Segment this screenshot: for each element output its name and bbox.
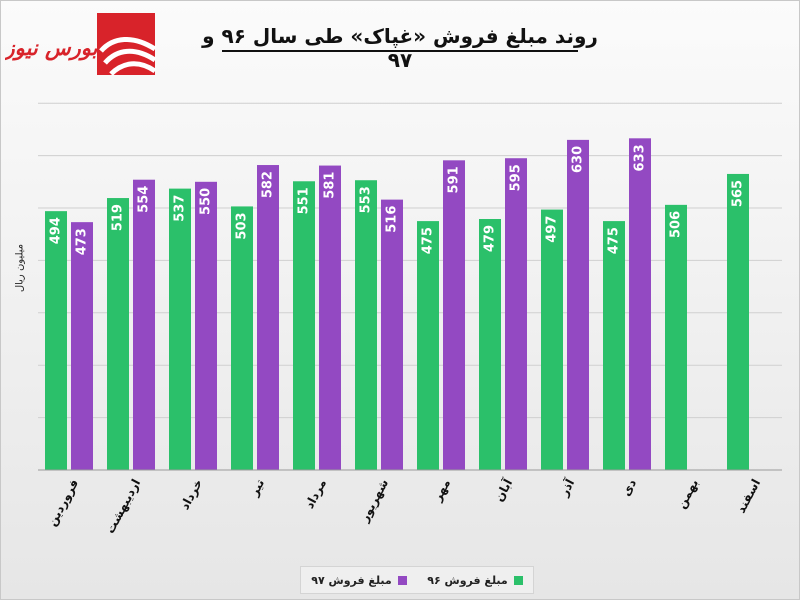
x-tick-label: آذر (555, 475, 577, 499)
bar-97 (257, 165, 279, 471)
legend-swatch-97 (397, 575, 407, 585)
data-label: 630 (571, 146, 586, 173)
bars: 494 473 519 554 537 550 503 582 551 581 553 516 475 5… (45, 138, 749, 471)
bar-97 (629, 138, 651, 471)
gridlines (38, 102, 782, 419)
data-label: 494 (49, 217, 64, 244)
x-tick-label: دی (619, 477, 639, 499)
bar-97 (195, 181, 217, 471)
bar-97 (319, 165, 341, 470)
bar-96 (45, 211, 67, 471)
bar-96 (541, 209, 563, 470)
logo-text: بورس نیوز (5, 36, 99, 61)
x-tick-label: مهر (430, 477, 454, 505)
legend-item-97: مبلغ فروش ۹۷ (311, 573, 407, 587)
data-label: 473 (75, 228, 90, 255)
bar-96 (417, 221, 439, 470)
bar-96 (355, 180, 377, 470)
x-tick-label: فروردین (45, 477, 82, 529)
bar-97 (505, 158, 527, 470)
data-label: 516 (385, 206, 400, 233)
data-label: 591 (447, 166, 462, 193)
data-label: 550 (199, 188, 214, 215)
legend-label-96: مبلغ فروش ۹۶ (427, 573, 508, 587)
logo-mark (97, 13, 157, 76)
data-label: 595 (509, 164, 524, 191)
bar-96 (603, 221, 625, 470)
bar-97 (133, 179, 155, 471)
data-label: 553 (359, 186, 374, 213)
x-tick-label: مرداد (302, 477, 329, 511)
data-label: 497 (545, 216, 560, 243)
data-label: 633 (633, 144, 648, 171)
data-label: 565 (731, 180, 746, 207)
data-label: 582 (261, 171, 276, 198)
x-axis: فروردین اردیبهشت خرداد تیر مرداد شهریور مهر آبا… (38, 469, 782, 536)
bar-96 (231, 206, 253, 471)
bar-96 (727, 173, 749, 470)
data-label: 554 (137, 186, 152, 213)
bar-96 (665, 204, 687, 470)
bar-97 (443, 160, 465, 471)
x-tick-label: اردیبهشت (103, 477, 143, 536)
bar-96 (479, 219, 501, 470)
bar-97 (567, 139, 589, 470)
x-tick-label: بهمن (674, 477, 701, 511)
legend-item-96: مبلغ فروش ۹۶ (427, 573, 523, 587)
data-label: 519 (111, 204, 126, 231)
data-label: 475 (607, 227, 622, 254)
bar-96 (293, 181, 315, 470)
x-tick-label: آبان (491, 475, 516, 503)
bourse-news-logo: بورس نیوز (5, 13, 157, 76)
data-label: 506 (669, 211, 684, 238)
x-tick-label: تیر (246, 477, 267, 499)
data-label: 475 (421, 227, 436, 254)
data-label: 503 (235, 212, 250, 239)
data-label: 551 (297, 187, 312, 214)
x-tick-label: خرداد (178, 477, 206, 512)
legend-label-97: مبلغ فروش ۹۷ (311, 573, 392, 587)
bar-97 (381, 199, 403, 470)
x-tick-label: شهریور (357, 477, 392, 526)
title-underline (222, 50, 578, 52)
legend: مبلغ فروش ۹۶ مبلغ فروش ۹۷ (300, 566, 534, 594)
x-tick-label: اسفند (734, 477, 763, 516)
data-label: 537 (173, 195, 188, 222)
bar-96 (107, 198, 129, 470)
data-label: 479 (483, 225, 498, 252)
bar-97 (71, 222, 93, 470)
legend-swatch-96 (513, 575, 523, 585)
data-label: 581 (323, 172, 338, 199)
bar-96 (169, 188, 191, 470)
chart-title: روند مبلغ فروش «غپاک» طی سال ۹۶ و ۹۷ (202, 24, 598, 72)
